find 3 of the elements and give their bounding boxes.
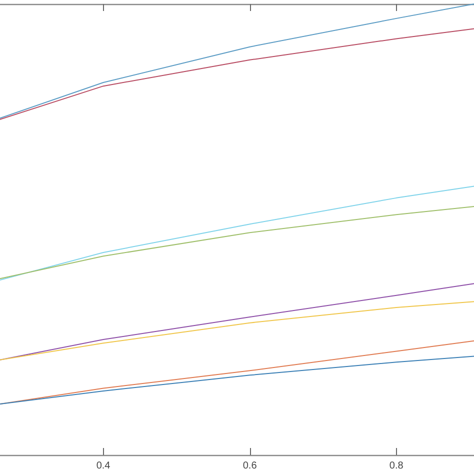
x-tick-label: 0.4 — [96, 460, 111, 472]
x-tick-label: 0.6 — [242, 460, 258, 472]
x-tick-label: 0.8 — [389, 460, 404, 472]
